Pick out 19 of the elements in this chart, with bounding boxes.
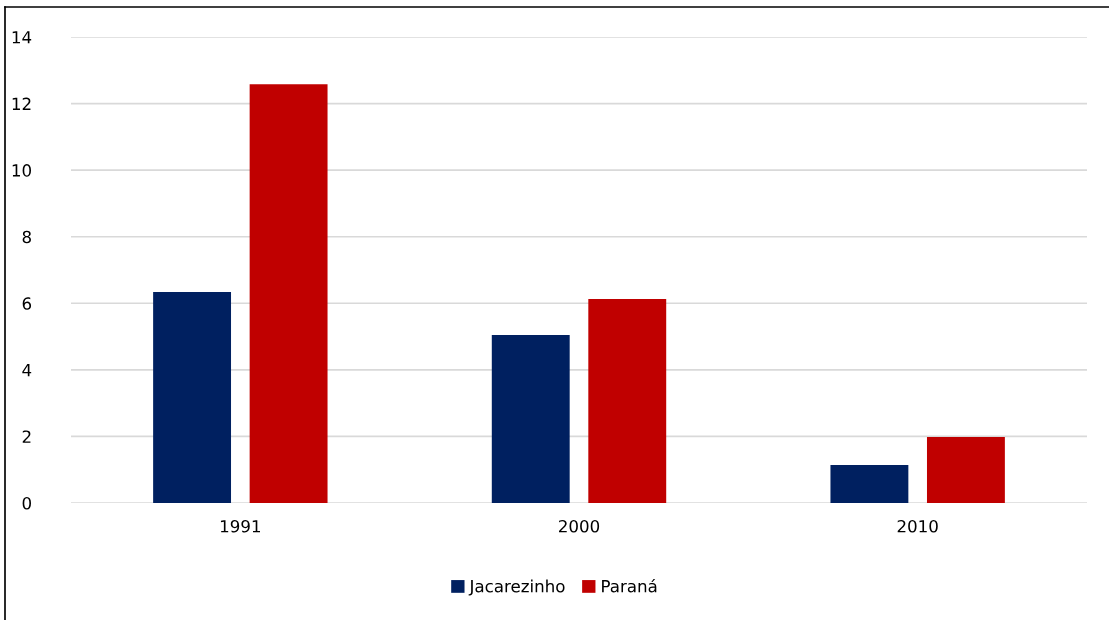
y-tick-label: 14	[12, 31, 32, 44]
x-tick-label: 2000	[559, 519, 600, 533]
bar	[249, 84, 328, 503]
bar	[588, 298, 667, 503]
legend-label: Jacarezinho	[468, 579, 565, 596]
y-tick-label: 0	[22, 496, 31, 510]
bar	[153, 291, 232, 503]
y-tick-label: 4	[22, 364, 32, 377]
y-tick-label: 12	[12, 97, 31, 110]
legend-label: Paraná	[602, 578, 657, 593]
bar	[491, 334, 570, 503]
y-tick-label: 6	[22, 297, 32, 310]
y-tick-label: 2	[22, 430, 31, 443]
x-tick-label: 1991	[220, 519, 260, 533]
y-tick-label: 8	[22, 230, 31, 244]
bar	[830, 465, 909, 503]
y-tick-label: 10	[12, 164, 31, 177]
x-tick-label: 2010	[897, 519, 938, 533]
bar	[926, 437, 1005, 503]
